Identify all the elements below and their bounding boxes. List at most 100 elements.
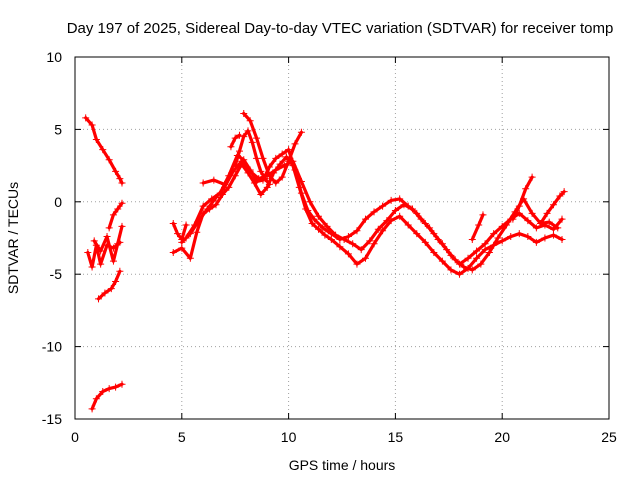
data-point (413, 230, 421, 238)
data-point (379, 202, 387, 210)
data-point (304, 206, 312, 214)
data-point (468, 266, 476, 274)
series-track-k (240, 109, 305, 187)
data-point (370, 208, 378, 216)
data-point (387, 196, 395, 204)
data-point (308, 220, 316, 228)
data-point (319, 224, 327, 232)
series-track-g (169, 153, 566, 278)
data-point (468, 235, 476, 243)
data-point (195, 217, 203, 225)
data-point (212, 193, 220, 201)
data-point (524, 217, 532, 225)
data-point (528, 209, 536, 217)
data-point (257, 167, 265, 175)
data-point (248, 138, 256, 146)
data-point (169, 220, 177, 228)
data-point (438, 257, 446, 265)
data-point (103, 233, 111, 241)
data-point (88, 121, 96, 129)
data-point (105, 385, 113, 393)
series-track-m (199, 176, 229, 188)
data-point (524, 233, 532, 241)
data-point (430, 248, 438, 256)
data-point (374, 225, 382, 233)
data-point (507, 233, 515, 241)
data-point (285, 146, 293, 154)
data-point (306, 198, 314, 206)
y-tick-label: 0 (54, 194, 62, 210)
data-point (82, 114, 90, 122)
data-point (353, 260, 361, 268)
data-point (344, 233, 352, 241)
data-point (349, 240, 357, 248)
data-point (434, 235, 442, 243)
series-track-f (88, 380, 126, 413)
data-point (116, 175, 124, 183)
data-point (92, 395, 100, 403)
data-point (88, 405, 96, 413)
y-tick-label: -5 (50, 266, 63, 282)
data-point (558, 235, 566, 243)
x-axis-label: GPS time / hours (289, 457, 396, 473)
data-point (186, 254, 194, 262)
data-point (451, 256, 459, 264)
data-point (90, 237, 98, 245)
data-point (379, 227, 387, 235)
data-point (105, 224, 113, 232)
plot-area (82, 109, 568, 413)
data-point (84, 248, 92, 256)
x-tick-label: 5 (178, 429, 186, 445)
data-point (101, 289, 109, 297)
data-point (532, 238, 540, 246)
series-track-d (105, 199, 126, 232)
data-point (291, 140, 299, 148)
x-tick-labels: 0 5 10 15 20 25 (71, 429, 617, 445)
data-point (477, 260, 485, 268)
data-point (447, 266, 455, 274)
data-point (366, 237, 374, 245)
data-point (344, 250, 352, 258)
series-line (511, 175, 534, 221)
data-point (502, 221, 510, 229)
data-point (88, 263, 96, 271)
series-line (171, 221, 188, 241)
data-point (357, 246, 365, 254)
data-point (235, 131, 243, 139)
data-point (261, 175, 269, 183)
data-point (323, 222, 331, 230)
data-point (321, 231, 329, 239)
data-point (259, 154, 267, 162)
data-point (94, 295, 102, 303)
data-point (99, 146, 107, 154)
data-point (417, 215, 425, 223)
data-point (336, 243, 344, 251)
plot-frame (74, 56, 610, 420)
series-track-a (82, 114, 126, 187)
data-point (199, 179, 207, 187)
data-point (118, 179, 126, 187)
data-point (112, 167, 120, 175)
data-point (118, 380, 126, 388)
data-point (105, 156, 113, 164)
data-point (498, 237, 506, 245)
data-point (297, 178, 305, 186)
data-point (515, 230, 523, 238)
data-point (240, 109, 248, 117)
series-track-l (227, 131, 243, 151)
data-point (481, 240, 489, 248)
series-line (84, 116, 124, 185)
data-point (532, 224, 540, 232)
data-point (97, 260, 105, 268)
data-point (238, 157, 246, 165)
y-tick-label: 10 (46, 49, 62, 65)
data-point (246, 167, 254, 175)
series-track-j (231, 127, 273, 188)
data-point (353, 227, 361, 235)
data-point (174, 230, 182, 238)
data-point (473, 254, 481, 262)
data-point (199, 202, 207, 210)
data-point (383, 217, 391, 225)
data-point (473, 247, 481, 255)
data-point (227, 143, 235, 151)
